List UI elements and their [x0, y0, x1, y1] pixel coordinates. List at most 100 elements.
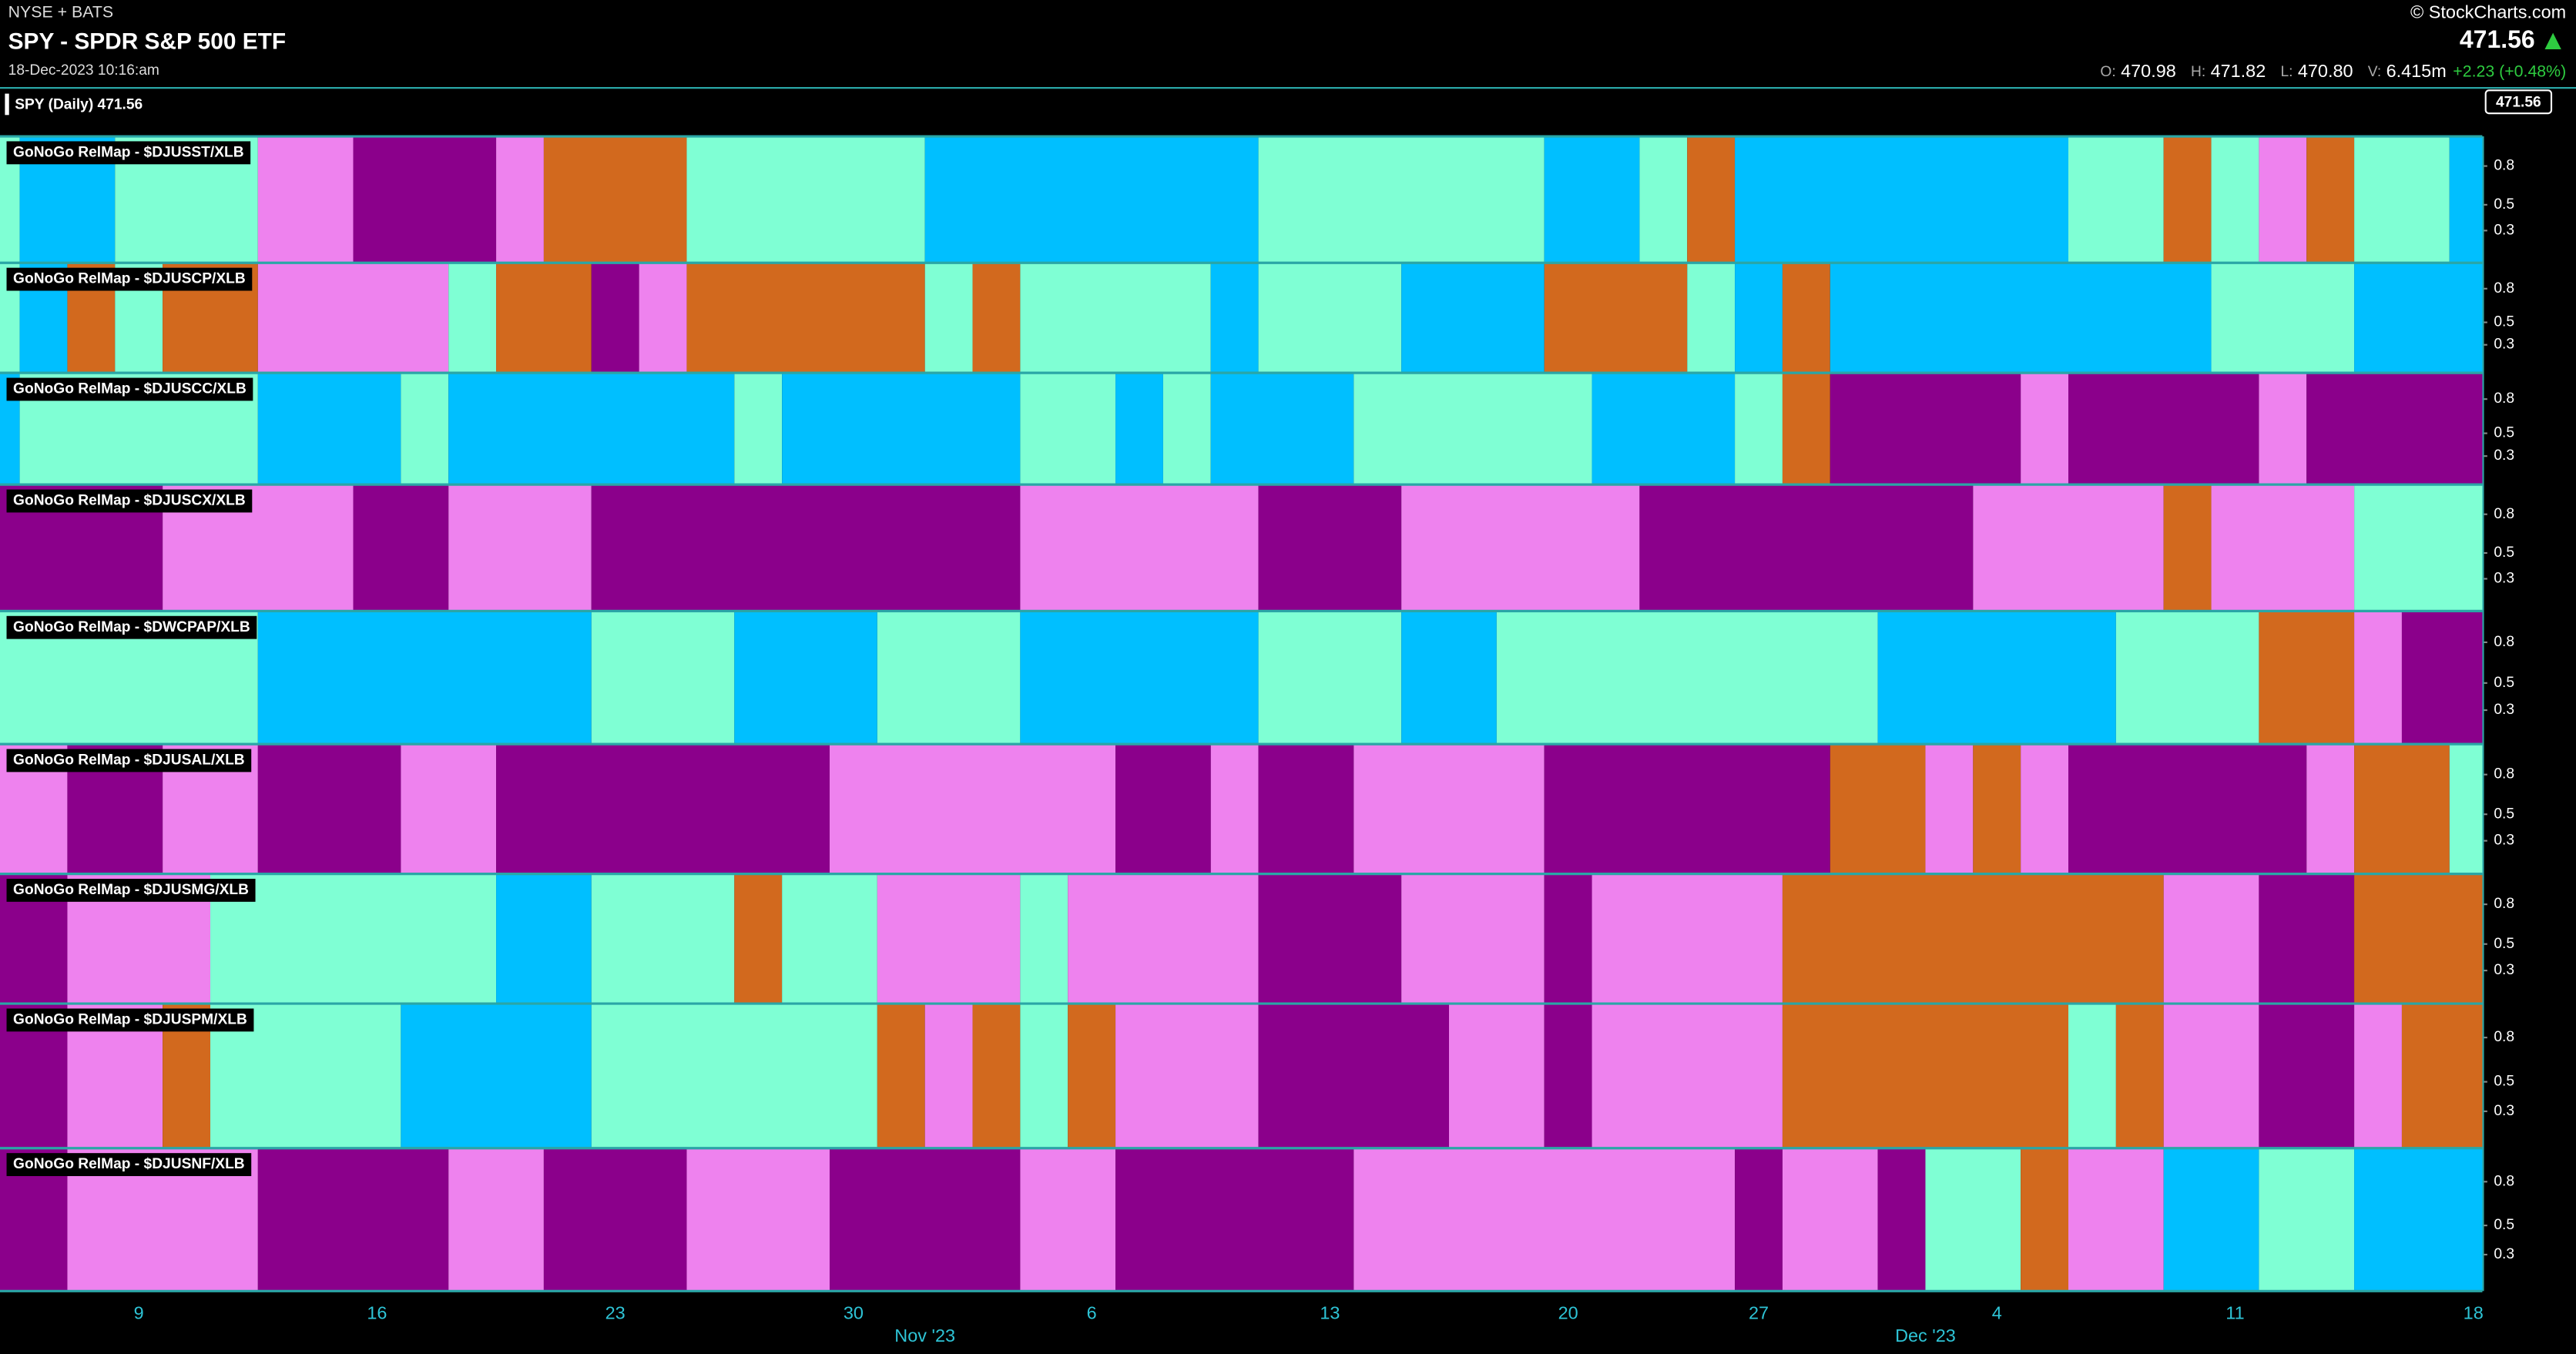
- relmap-segment: [1162, 373, 1211, 485]
- relmap-segment: [1115, 1148, 1354, 1292]
- relmap-segment: [1258, 1004, 1449, 1148]
- relmap-segment: [2354, 263, 2483, 374]
- relmap-segment: [2068, 1004, 2116, 1148]
- relmap-segment: [1115, 1004, 1259, 1148]
- relmap-segment: [877, 1004, 925, 1148]
- relmap-segment: [782, 373, 1021, 485]
- relmap-segment: [1735, 373, 1783, 485]
- panel-label-box: [6, 749, 252, 773]
- relmap-segment: [543, 1148, 687, 1292]
- panel-label-box: [6, 878, 256, 902]
- relmap-segment: [2068, 373, 2259, 485]
- y-tick-label: 0.8: [2494, 1029, 2514, 1045]
- y-tick-label: 0.3: [2494, 962, 2514, 978]
- panel-label-box: [6, 489, 253, 513]
- relmap-segment: [257, 1148, 449, 1292]
- x-tick-label: 11: [2225, 1302, 2244, 1322]
- relmap-segment: [1782, 1148, 1878, 1292]
- relmap-segment: [448, 373, 735, 485]
- relmap-segment: [2259, 1004, 2355, 1148]
- x-tick-label: 9: [134, 1302, 144, 1322]
- relmap-segment: [2068, 136, 2164, 263]
- relmap-segment: [2354, 873, 2483, 1004]
- y-tick-label: 0.3: [2494, 702, 2514, 718]
- y-tick-label: 0.3: [2494, 1103, 2514, 1119]
- panel-label: GoNoGo RelMap - $DJUSCC/XLB: [13, 381, 247, 397]
- relmap-segment: [1401, 611, 1497, 745]
- y-tick-label: 0.5: [2494, 1217, 2514, 1233]
- relmap-segment: [401, 744, 497, 874]
- relmap-segment: [2306, 373, 2483, 485]
- x-tick-label: 4: [1992, 1302, 2002, 1322]
- relmap-segment: [2068, 744, 2307, 874]
- y-tick-label: 0.3: [2494, 833, 2514, 849]
- relmap-segment: [1544, 1004, 1592, 1148]
- relmap-segment: [448, 484, 592, 612]
- relmap-segment: [257, 263, 449, 374]
- relmap-segment: [1925, 744, 1974, 874]
- relmap-segment: [1973, 484, 2164, 612]
- relmap-segment: [2163, 873, 2259, 1004]
- x-tick-label: 16: [367, 1302, 387, 1322]
- relmap-segment: [1687, 136, 1736, 263]
- relmap-segment: [1496, 611, 1878, 745]
- relmap-segment: [1639, 136, 1688, 263]
- y-tick-label: 0.3: [2494, 447, 2514, 464]
- month-label: Nov '23: [894, 1326, 955, 1346]
- x-tick-label: 20: [1558, 1302, 1578, 1322]
- price-box: [2484, 89, 2553, 115]
- relmap-segment: [829, 1148, 1021, 1292]
- relmap-segment: [448, 263, 497, 374]
- source: © StockCharts.com: [2410, 2, 2566, 22]
- quote-value: 470.98: [2121, 61, 2176, 81]
- relmap-segment: [1258, 263, 1402, 374]
- relmap-segment: [1782, 873, 2164, 1004]
- x-tick-label: 23: [605, 1302, 626, 1322]
- relmap-segment: [1925, 1148, 2021, 1292]
- relmap-segment: [2449, 744, 2483, 874]
- panel-label-box: [6, 615, 257, 639]
- relmap-segment: [1735, 136, 2069, 263]
- relmap-segment: [1782, 1004, 2069, 1148]
- relmap-segment: [1544, 873, 1592, 1004]
- relmap-segment: [591, 263, 639, 374]
- relmap-segment: [1877, 611, 2116, 745]
- relmap-segment: [2306, 136, 2355, 263]
- relmap-segment: [2068, 1148, 2164, 1292]
- relmap-segment: [2259, 611, 2355, 745]
- relmap-segment: [257, 611, 592, 745]
- panel-label-box: [6, 267, 253, 291]
- relmap-segment: [1735, 263, 1783, 374]
- relmap-segment: [1020, 873, 1068, 1004]
- relmap-segment: [1735, 1148, 1783, 1292]
- quote-value: 470.80: [2298, 61, 2353, 81]
- relmap-segment: [2021, 744, 2069, 874]
- relmap-segment: [924, 136, 1259, 263]
- up-arrow: [2544, 32, 2561, 50]
- relmap-segment: [257, 744, 401, 874]
- relmap-segment: [1115, 744, 1211, 874]
- x-tick-label: 18: [2464, 1302, 2484, 1322]
- relmap-segment: [2021, 1148, 2069, 1292]
- relmap-segment: [448, 1148, 544, 1292]
- y-tick-label: 0.8: [2494, 390, 2514, 407]
- relmap-segment: [401, 373, 449, 485]
- relmap-segment: [591, 484, 1021, 612]
- relmap-segment: [1020, 611, 1259, 745]
- y-tick-label: 0.5: [2494, 936, 2514, 952]
- relmap-segment: [1020, 1148, 1116, 1292]
- panel-label: GoNoGo RelMap - $DJUSCP/XLB: [13, 271, 246, 287]
- y-tick-label: 0.3: [2494, 571, 2514, 587]
- month-label: Dec '23: [1895, 1326, 1956, 1346]
- relmap-segment: [734, 873, 783, 1004]
- relmap-segment: [1210, 373, 1354, 485]
- relmap-segment: [829, 744, 1116, 874]
- price-pane-label: SPY (Daily) 471.56: [15, 97, 143, 113]
- relmap-segment: [1544, 744, 1830, 874]
- relmap-segment: [1258, 484, 1402, 612]
- y-tick-label: 0.5: [2494, 545, 2514, 561]
- relmap-segment: [2163, 1148, 2259, 1292]
- relmap-segment: [1258, 136, 1545, 263]
- relmap-segment: [924, 1004, 973, 1148]
- panel-label: GoNoGo RelMap - $DJUSMG/XLB: [13, 882, 249, 898]
